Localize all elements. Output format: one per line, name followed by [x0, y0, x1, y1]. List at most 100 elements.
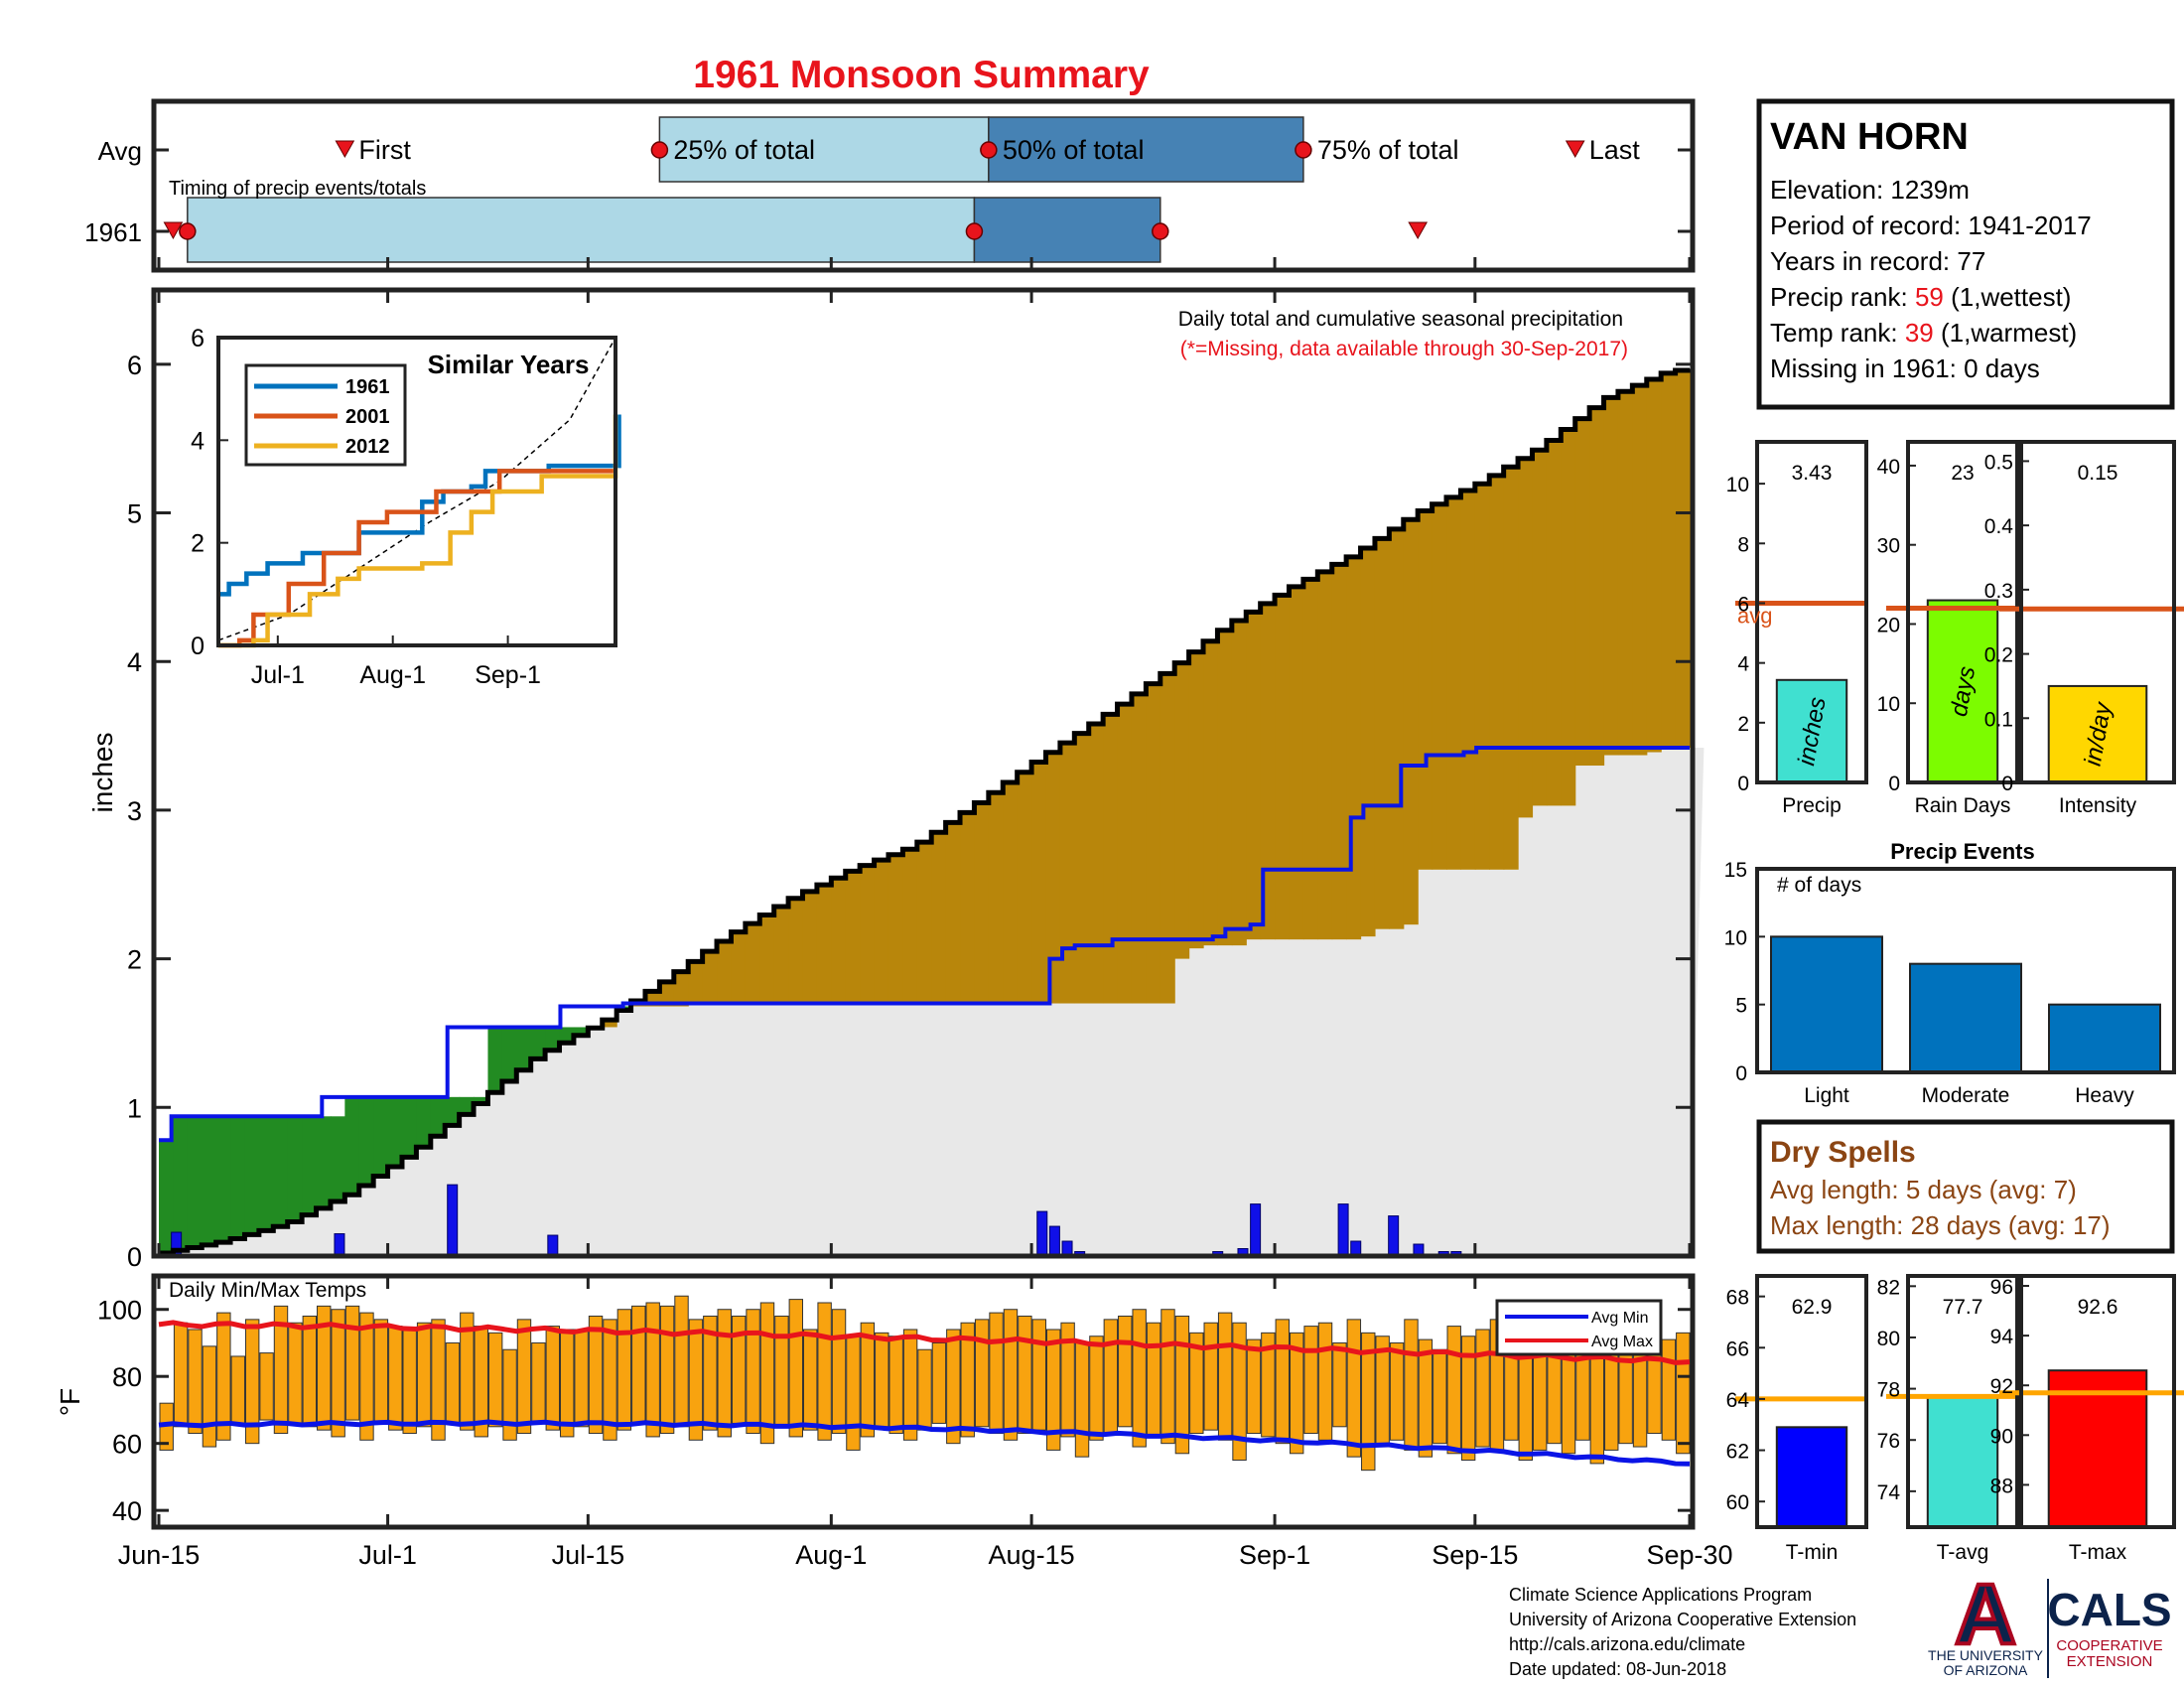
similar-years-inset: 0 2 4 6 Jul-1 Aug-1 Sep-1 Similar Years 1961 20… [191, 325, 621, 689]
timing-bar-early-year [187, 197, 976, 263]
daily-precip-bar [447, 1184, 459, 1257]
precip-surplus-fill [459, 1096, 475, 1115]
legend-avg-min: Avg Min [1591, 1310, 1649, 1327]
precip-deficit-fill [1103, 714, 1119, 1004]
temp-range-bar [703, 1315, 718, 1431]
temp-range-bar [373, 1319, 389, 1424]
summary-frame [2019, 440, 2176, 784]
precip-deficit-fill [1346, 556, 1362, 940]
summary-bar-t-avg [1926, 1395, 1999, 1529]
temp-range-bar [1475, 1329, 1490, 1448]
precip-y-tick-label: 2 [127, 945, 142, 975]
precip-deficit-fill [1031, 762, 1047, 1004]
timing-bar-early-avg [658, 116, 990, 183]
summary-y-tick-label: 0.3 [1984, 580, 2013, 603]
precip-deficit-fill [1403, 519, 1419, 925]
events-title: Precip Events [1890, 839, 2035, 864]
summary-y-tick-label: 78 [1877, 1379, 1900, 1402]
summary-y-tick-label: 0.5 [1984, 451, 2013, 474]
temp-range-bar [259, 1352, 274, 1421]
timing-dot-p25-year [179, 222, 197, 240]
precip-y-tick-label: 0 [127, 1242, 142, 1272]
temp-range-bar [860, 1322, 876, 1438]
precip-deficit-fill [1460, 491, 1476, 870]
station-precip-rank: Precip rank: 59 (1,wettest) [1770, 282, 2071, 312]
inset-y-tick-label: 6 [191, 325, 205, 352]
temps-y-tick-label: 60 [112, 1430, 142, 1460]
temp-range-bar [1060, 1322, 1075, 1438]
temp-range-bar [917, 1348, 932, 1431]
summary-y-tick-label: 96 [1990, 1276, 2013, 1299]
precip-deficit-fill [1446, 496, 1462, 870]
avg-cumulative-line [159, 367, 1693, 1256]
precip-deficit-fill [874, 860, 889, 1004]
precip-deficit-fill [1632, 385, 1648, 756]
temp-range-bar [1676, 1332, 1691, 1455]
inset-y-tick-label: 4 [191, 427, 205, 455]
precip-deficit-fill [1302, 579, 1318, 940]
footer-line-2: University of Arizona Cooperative Extens… [1509, 1610, 1856, 1629]
temp-range-bar [1018, 1315, 1032, 1435]
precip-surplus-fill [358, 1096, 374, 1187]
temp-range-bar [188, 1329, 203, 1435]
summary-bar-t-max [2047, 1369, 2148, 1528]
summary-y-tick-label: 2 [1737, 713, 1749, 736]
timing-label-first: First [358, 135, 411, 165]
precip-deficit-fill [1331, 564, 1347, 940]
station-years: Years in record: 77 [1770, 246, 1985, 276]
precip-deficit-fill [945, 822, 961, 1004]
svg-text:CALS: CALS [2047, 1584, 2171, 1635]
temp-range-bar [989, 1312, 1004, 1435]
precip-frame [151, 287, 1696, 1259]
precip-surplus-fill [258, 1116, 274, 1231]
precip-deficit-fill [1617, 391, 1633, 756]
summary-y-tick-label: 0.2 [1984, 644, 2013, 667]
precip-surplus-fill [445, 1096, 461, 1126]
temp-range-bar [1261, 1332, 1276, 1438]
precip-deficit-fill [1088, 724, 1104, 1004]
temps-frame [151, 1273, 1696, 1530]
precip-surplus-fill [244, 1116, 260, 1235]
precip-title: Daily total and cumulative seasonal prec… [1178, 308, 1623, 331]
temp-range-bar [688, 1319, 704, 1441]
precip-deficit-fill [1275, 595, 1291, 940]
timing-label-p25: 25% of total [673, 135, 815, 165]
temp-range-bar [173, 1322, 189, 1428]
summary-value: 3.43 [1792, 462, 1833, 485]
temps-y-label: °F [55, 1388, 85, 1416]
precip-deficit-fill [974, 802, 990, 1004]
page-title: 1961 Monsoon Summary [693, 54, 1150, 96]
footer-line-3: http://cals.arizona.edu/climate [1509, 1634, 1745, 1654]
events-frame [1755, 867, 2176, 1074]
precip-surplus-fill [187, 1116, 203, 1248]
svg-text:A: A [1955, 1567, 2016, 1662]
x-tick-label: Sep-30 [1646, 1540, 1732, 1570]
temp-range-bar [645, 1302, 660, 1438]
timing-marker-last-avg [1565, 140, 1585, 159]
precip-surplus-fill [159, 1140, 175, 1254]
precip-deficit-fill [988, 792, 1004, 1004]
footer: Climate Science Applications Program Uni… [1509, 1565, 2172, 1679]
temp-range-bar [1003, 1309, 1019, 1441]
precip-surplus-fill [387, 1096, 403, 1167]
precip-deficit-fill [860, 865, 876, 1004]
temp-range-bar [875, 1332, 889, 1428]
temp-range-bar [1118, 1315, 1133, 1428]
temp-range-bar [202, 1345, 217, 1448]
precip-deficit-fill [831, 878, 847, 1004]
summary-frame [2019, 1274, 2176, 1529]
station-temp-rank: Temp rank: 39 (1,warmest) [1770, 318, 2077, 348]
precip-deficit-fill [1074, 733, 1090, 1004]
precip-deficit-fill [788, 898, 804, 1004]
temp-range-bar [960, 1322, 975, 1438]
temp-range-bar [1303, 1326, 1318, 1435]
daily-precip-bar [1250, 1203, 1262, 1257]
events-y-tick-label: 5 [1735, 995, 1747, 1018]
events-bar-heavy [2048, 1003, 2161, 1074]
timing-label-p75: 75% of total [1317, 135, 1459, 165]
summary-y-tick-label: 64 [1726, 1389, 1750, 1412]
dry-spells-title: Dry Spells [1770, 1136, 1916, 1169]
summary-value: 62.9 [1792, 1296, 1833, 1319]
summary-y-tick-label: 66 [1726, 1337, 1749, 1360]
precip-surplus-fill [230, 1116, 246, 1239]
